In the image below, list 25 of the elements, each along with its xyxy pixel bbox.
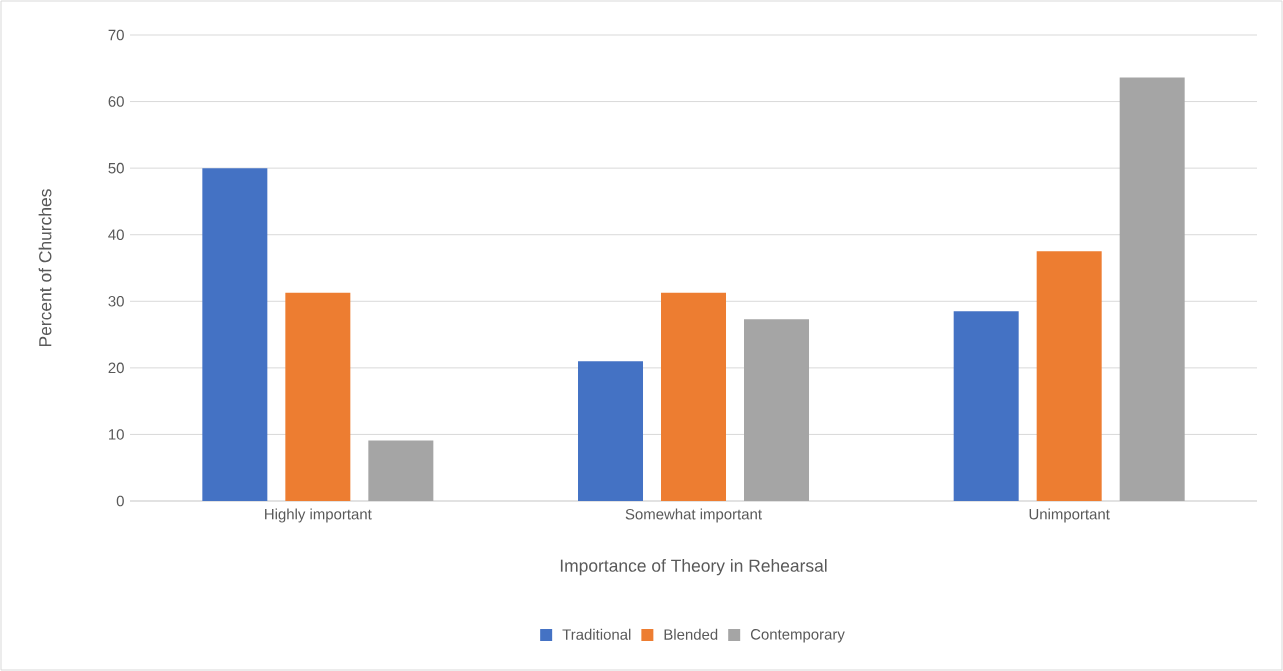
- y-tick-label: 10: [109, 429, 124, 440]
- y-tick-label: 70: [108, 29, 124, 41]
- legend-label: Traditional: [562, 628, 631, 640]
- y-tick-label: 0: [116, 495, 124, 507]
- x-tick-label: Highly important: [265, 508, 372, 523]
- x-tick-label: Unimportant: [1029, 508, 1110, 523]
- bar: [661, 292, 727, 501]
- y-axis-title: Percent of Churches: [38, 189, 52, 347]
- y-tick-label: 20: [108, 362, 124, 374]
- bar: [578, 361, 644, 501]
- bar: [744, 319, 810, 501]
- bar: [202, 168, 268, 501]
- bar: [1036, 251, 1102, 501]
- y-tick-label: 30: [108, 295, 124, 307]
- y-tick-label: 50: [108, 162, 124, 174]
- x-tick-label: Somewhat important: [625, 508, 762, 523]
- bar: [368, 440, 434, 501]
- y-tick-label: 60: [108, 96, 124, 107]
- x-axis-title: Importance of Theory in Rehearsal: [560, 559, 827, 576]
- bar: [285, 292, 351, 501]
- legend-label: Blended: [664, 628, 718, 640]
- bar: [1119, 77, 1185, 501]
- legend-label: Contemporary: [750, 629, 845, 643]
- bar: [953, 311, 1019, 501]
- y-tick-label: 40: [108, 229, 124, 240]
